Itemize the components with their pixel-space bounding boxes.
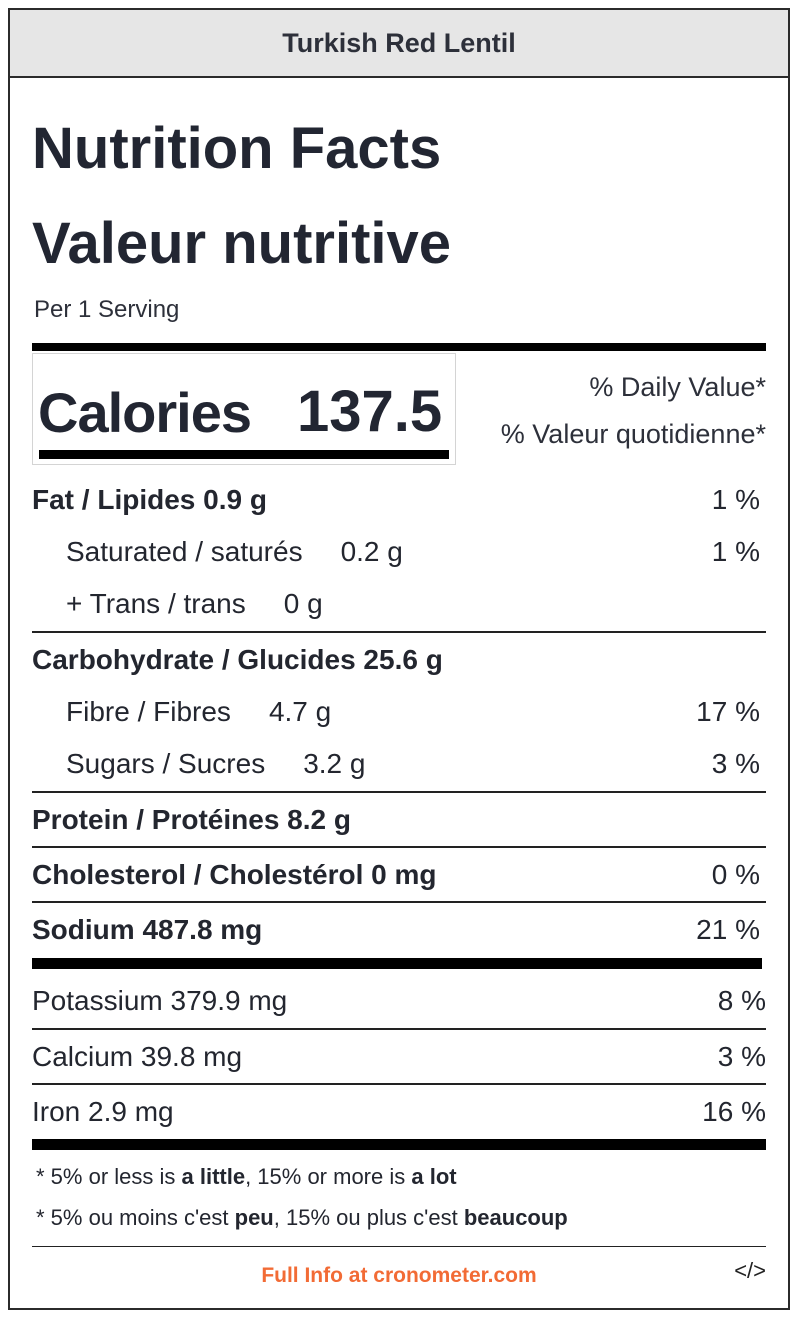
heading-english: Nutrition Facts [32,116,442,181]
nutrient-row-cholesterol: Cholesterol / Cholestérol 0 mg 0 % [32,849,766,901]
nutrient-amount: 4.7 g [268,696,332,727]
mineral-percent: 3 % [717,1041,766,1072]
nutrient-percent: 1 % [711,484,760,515]
nutrient-percent: 1 % [711,536,760,567]
nutrient-percent: 17 % [696,696,760,727]
daily-value-en: % Daily Value* [589,372,766,402]
nutrient-row-fat: Fat / Lipides 0.9 g 1 % [32,474,766,526]
cronometer-link[interactable]: Full Info at cronometer.com [261,1264,537,1287]
footnote-text: , 15% or more is [245,1164,412,1189]
nutrient-percent: 21 % [696,914,760,945]
divider [32,1246,766,1247]
divider-thick [32,343,766,351]
divider [32,1083,766,1085]
footnote-text: * 5% or less is [36,1164,182,1189]
divider-thick [32,1139,766,1150]
nutrient-row-saturated: Saturated / saturés 0.2 g 1 % [32,526,766,578]
footnote-text: , 15% ou plus c'est [273,1205,464,1230]
footnote-emphasis: peu [234,1205,274,1230]
nutrient-label: Carbohydrate / Glucides 25.6 g [32,644,443,675]
nutrient-label: Saturated / saturés [66,536,303,567]
divider [32,846,766,848]
nutrient-amount: 0 g [283,588,323,619]
nutrient-amount: 3.2 g [303,748,366,779]
footnote-english: * 5% or less is a little, 15% or more is… [36,1164,457,1190]
nutrient-row-sodium: Sodium 487.8 mg 21 % [32,904,766,956]
divider-thick [32,958,762,969]
nutrient-label: Fibre / Fibres [66,696,231,727]
nutrient-amount: 0.2 g [340,536,403,567]
mineral-row-calcium: Calcium 39.8 mg 3 % [32,1031,766,1083]
nutrient-row-trans: + Trans / trans 0 g [32,578,766,630]
heading-french: Valeur nutritive [32,211,452,276]
mineral-percent: 16 % [702,1096,766,1127]
calories-box: Calories 137.5 [32,353,456,465]
calories-label: Calories [38,381,252,444]
nutrient-row-protein: Protein / Protéines 8.2 g [32,794,766,846]
nutrient-percent: 0 % [711,859,760,890]
footnote-emphasis: a little [181,1164,246,1189]
recipe-title: Turkish Red Lentil [282,27,516,58]
nutrient-row-fibre: Fibre / Fibres 4.7 g 17 % [32,686,766,738]
footnote-emphasis: a lot [411,1164,457,1189]
nutrient-label: Sugars / Sucres [66,748,266,779]
nutrient-row-carbohydrate: Carbohydrate / Glucides 25.6 g [32,634,766,686]
mineral-label: Calcium 39.8 mg [32,1041,243,1072]
embed-code-icon[interactable]: </> [734,1258,766,1283]
recipe-title-bar: Turkish Red Lentil [10,10,788,78]
divider [32,791,766,793]
nutrient-label: + Trans / trans [66,588,246,619]
mineral-label: Iron 2.9 mg [32,1096,174,1127]
divider [32,631,766,633]
divider [32,1028,766,1030]
nutrient-row-sugars: Sugars / Sucres 3.2 g 3 % [32,738,766,790]
nutrient-label: Protein / Protéines 8.2 g [32,804,351,835]
footnote-french: * 5% ou moins c'est peu, 15% ou plus c'e… [36,1205,568,1231]
calories-value: 137.5 [297,379,443,444]
mineral-percent: 8 % [717,985,766,1016]
daily-value-fr: % Valeur quotidienne* [500,419,766,449]
nutrient-percent: 3 % [711,748,760,779]
divider [32,901,766,903]
mineral-label: Potassium 379.9 mg [32,985,288,1016]
calories-underline [39,450,449,459]
mineral-row-iron: Iron 2.9 mg 16 % [32,1086,766,1138]
nutrient-label: Fat / Lipides 0.9 g [32,484,267,515]
mineral-row-potassium: Potassium 379.9 mg 8 % [32,975,766,1027]
footnote-emphasis: beaucoup [463,1205,568,1230]
nutrient-label: Cholesterol / Cholestérol 0 mg [32,859,437,890]
nutrition-label: Turkish Red Lentil Nutrition Facts Valeu… [8,8,790,1310]
nutrient-label: Sodium 487.8 mg [32,914,263,945]
serving-size: Per 1 Serving [34,296,180,323]
footnote-text: * 5% ou moins c'est [36,1205,235,1230]
